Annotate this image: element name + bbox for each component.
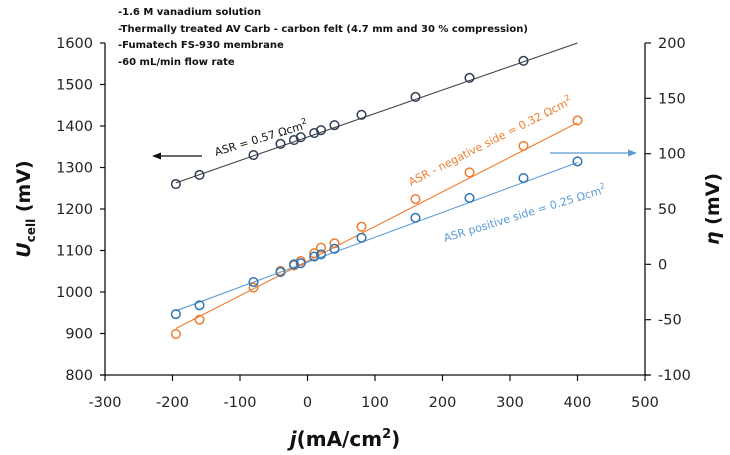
left-axis-arrow-head [152, 152, 161, 160]
axis-arrows [152, 149, 637, 160]
data-point-series-0 [194, 169, 205, 181]
y-right-axis-title: η (mV) [702, 173, 724, 245]
data-point-series-2 [295, 258, 306, 269]
y-left-tick-label: 1600 [56, 36, 93, 52]
data-point-series-1 [315, 242, 327, 253]
data-point-series-0 [170, 179, 181, 190]
x-tick-label: -200 [156, 395, 189, 411]
y-left-tick-label: 1500 [56, 78, 93, 94]
y-left-tick-label: 900 [65, 327, 93, 343]
data-point-series-0 [315, 125, 327, 136]
data-point-series-2 [518, 172, 529, 184]
data-point-series-1 [248, 282, 259, 293]
data-point-series-2 [275, 267, 286, 278]
y-left-tick-label: 1000 [56, 285, 93, 301]
data-point-series-1 [410, 193, 421, 205]
x-axis-title: j(mA/cm2) [287, 427, 401, 451]
data-point-series-2 [315, 249, 327, 260]
data-point-series-2 [309, 251, 320, 262]
right-axis-arrow-head [628, 149, 637, 157]
data-point-series-0 [248, 150, 259, 161]
note-line: -Thermally treated AV Carb - carbon felt… [118, 23, 528, 35]
note-line: -60 mL/min flow rate [118, 56, 235, 68]
data-point-series-2 [288, 259, 300, 270]
y-right-tick-label: 0 [658, 257, 667, 273]
y-right-tick-label: 100 [658, 147, 686, 163]
y-right-tick-label: -100 [658, 368, 691, 384]
data-point-series-2 [248, 276, 259, 288]
data-point-series-2 [356, 232, 367, 243]
asr-cell-annotation: ASR = 0.57 Ωcm2 [212, 116, 309, 159]
y-right-tick-label: 200 [658, 36, 686, 52]
data-point-series-0 [356, 109, 367, 120]
data-point-series-1 [329, 238, 340, 249]
data-point-series-1 [464, 167, 475, 178]
note-line: -1.6 M vanadium solution [118, 7, 262, 18]
note-line: -Fumatech FS-930 membrane [118, 40, 284, 51]
asr-negative-annotation: ASR - negative side = 0.32 Ωcm2 [406, 93, 575, 189]
y-left-tick-label: 1200 [56, 202, 93, 218]
data-point-series-1 [356, 221, 367, 232]
data-point-series-1 [572, 115, 583, 126]
data-point-series-0 [275, 138, 286, 149]
y-left-tick-label: 800 [65, 368, 93, 384]
data-points [170, 55, 583, 340]
data-point-series-1 [170, 329, 181, 340]
x-tick-label: 0 [303, 395, 312, 411]
x-tick-label: 500 [631, 395, 659, 411]
fit-line-series-1 [175, 122, 578, 330]
asr-positive-annotation: ASR positive side = 0.25 Ωcm2 [441, 181, 607, 245]
data-point-series-0 [410, 91, 421, 102]
y-left-tick-label: 1400 [56, 119, 93, 135]
data-point-series-1 [194, 314, 205, 325]
x-tick-label: -100 [224, 395, 257, 411]
data-point-series-2 [329, 243, 340, 254]
y-left-axis-title: Ucell (mV) [13, 160, 38, 257]
data-point-series-0 [464, 72, 475, 83]
data-point-series-2 [194, 300, 205, 311]
axes: -300 -200 -100 0 100 200 300 400 500800900100011… [56, 36, 691, 411]
data-point-series-0 [329, 120, 340, 131]
x-tick-label: -300 [89, 395, 122, 411]
y-left-tick-label: 1100 [56, 244, 93, 260]
data-point-series-2 [170, 309, 181, 320]
data-point-series-0 [518, 55, 529, 66]
x-tick-label: 300 [496, 395, 524, 411]
x-tick-label: 100 [361, 395, 389, 411]
data-point-series-2 [464, 192, 475, 203]
experiment-notes: -1.6 M vanadium solution -Thermally trea… [118, 5, 528, 71]
x-tick-label: 200 [429, 395, 457, 411]
y-left-tick-label: 1300 [56, 161, 93, 177]
fit-lines [175, 42, 578, 330]
fit-line-series-0 [175, 42, 578, 184]
fit-line-series-2 [175, 162, 578, 312]
annotations: ASR = 0.57 Ωcm2 ASR - negative side = 0.… [212, 93, 607, 245]
y-right-tick-label: 150 [658, 91, 686, 107]
data-point-series-2 [572, 156, 583, 167]
data-point-series-1 [518, 140, 529, 151]
y-right-tick-label: -50 [658, 313, 682, 329]
x-tick-label: 400 [564, 395, 592, 411]
data-point-series-0 [295, 132, 306, 143]
y-right-tick-label: 50 [658, 202, 676, 218]
data-point-series-2 [410, 212, 421, 223]
data-point-series-1 [309, 248, 320, 259]
